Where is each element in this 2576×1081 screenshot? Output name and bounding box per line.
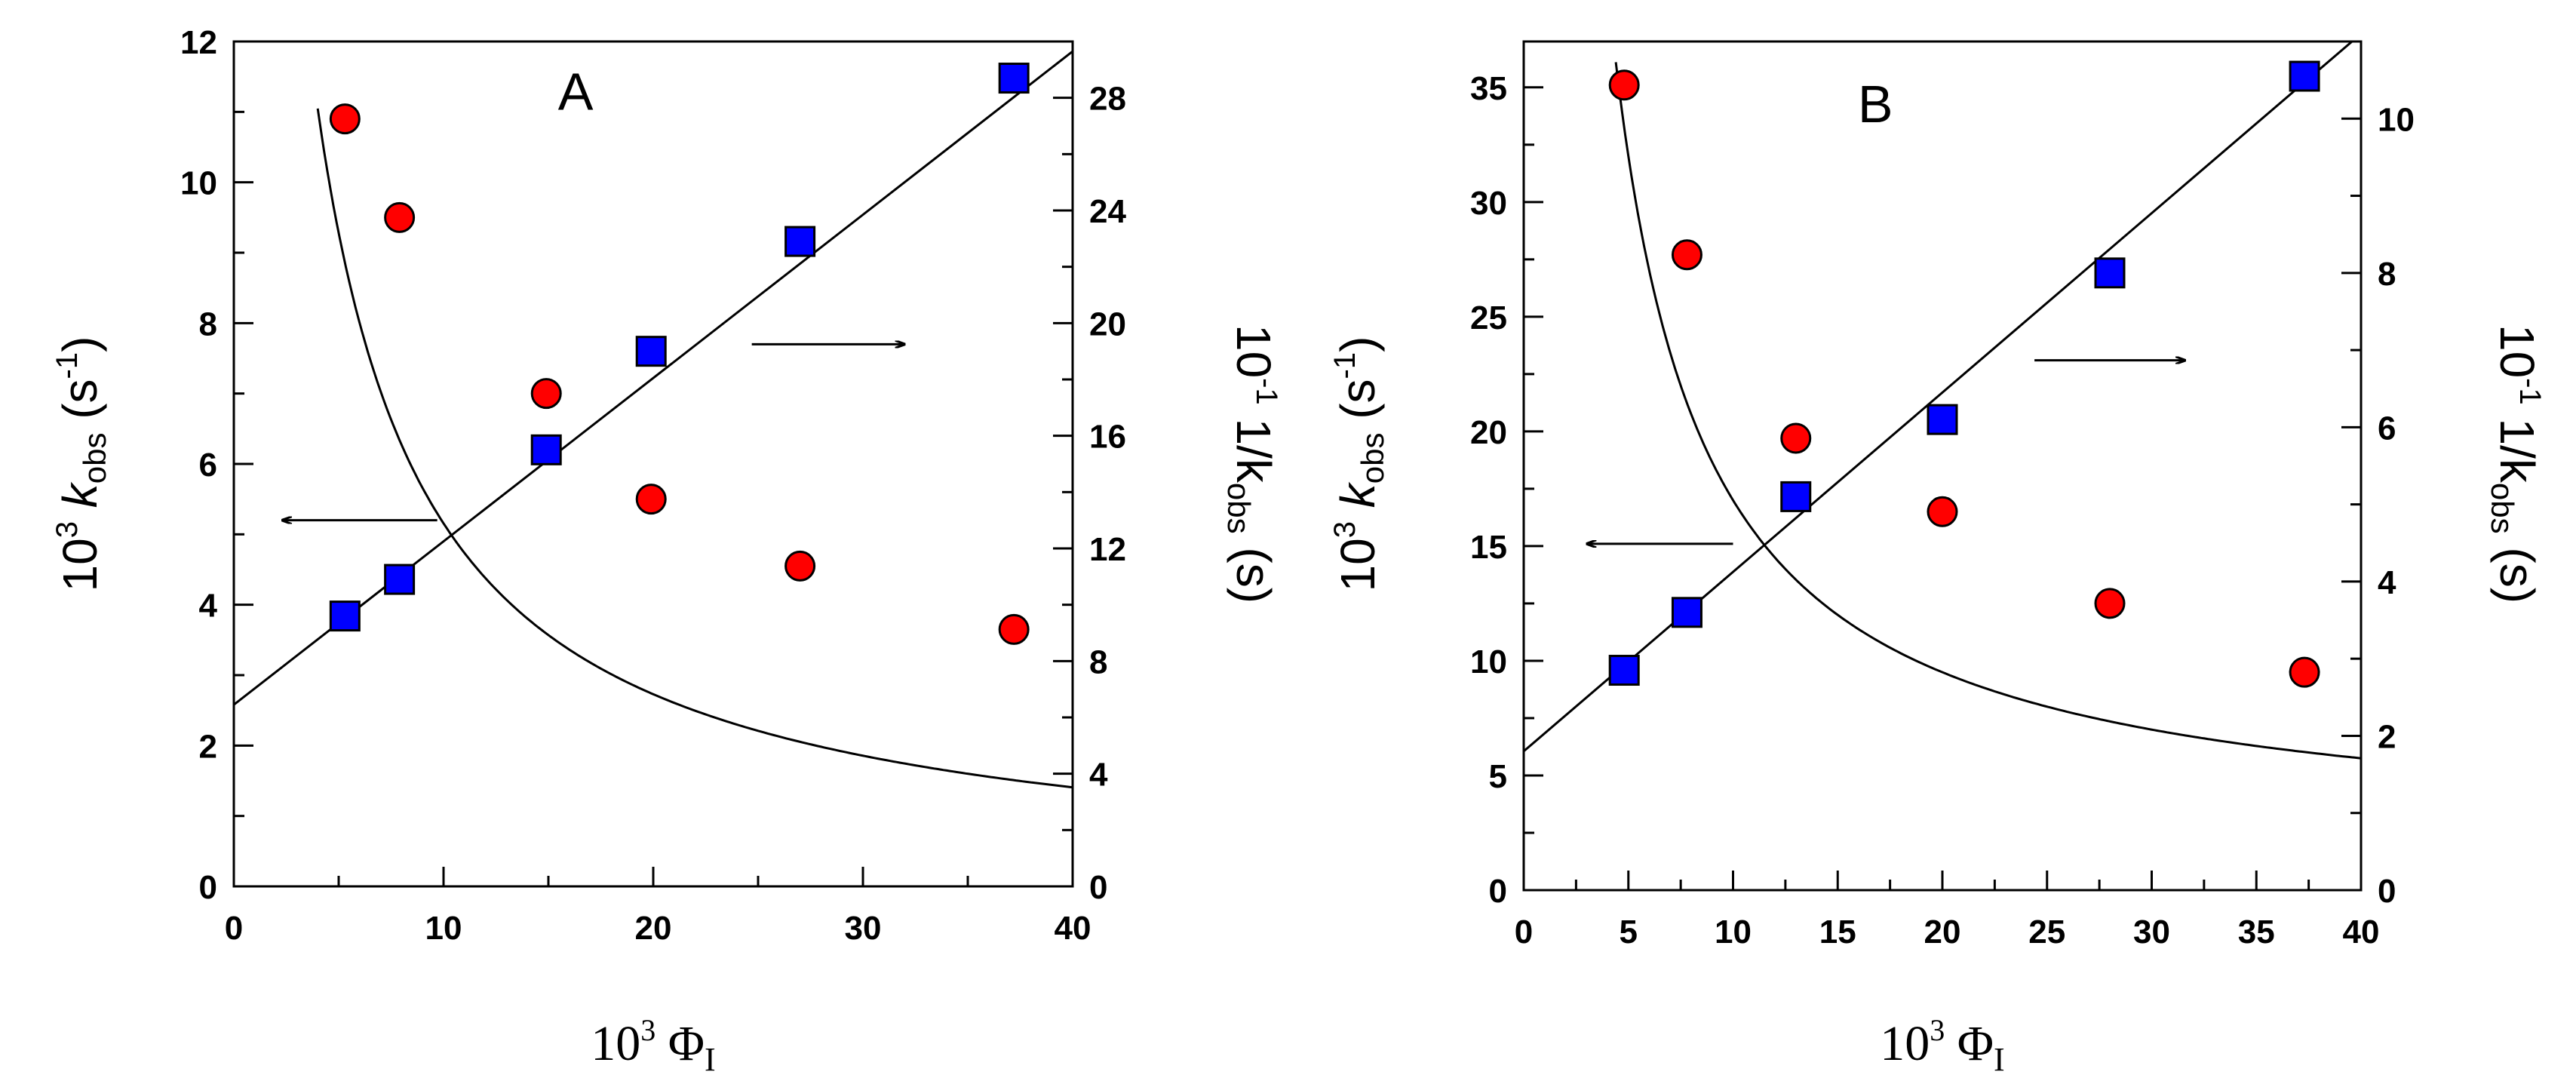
x-tick-label: 20 [635, 910, 672, 947]
data-point-inverse-kobs [1671, 597, 1702, 628]
fit-lines-a [233, 50, 1073, 789]
x-tick-label: 30 [845, 910, 882, 947]
data-point-kobs [998, 613, 1030, 645]
data-point-kobs [635, 484, 667, 515]
panel-label-b: B [1858, 75, 1893, 134]
x-tick-label: 30 [2133, 914, 2170, 950]
y-right-tick-label: 28 [1089, 81, 1126, 118]
x-tick-label: 10 [425, 910, 462, 947]
data-point-inverse-kobs [384, 564, 416, 595]
x-tick-label: 15 [1819, 914, 1856, 950]
y-left-tick-label: 10 [1470, 643, 1507, 680]
x-axis-label-a: 103 ΦI [591, 1013, 715, 1078]
data-point-inverse-kobs [998, 63, 1030, 94]
data-point-kobs [1780, 422, 1812, 454]
y-left-axis-label-a: 103 kobs (s-1) [51, 336, 112, 592]
x-tick-label: 5 [1620, 914, 1638, 950]
data-marks-a [329, 63, 1030, 645]
data-point-inverse-kobs [2094, 257, 2126, 289]
y-left-tick-label: 2 [199, 728, 217, 765]
x-tick-label: 0 [1515, 914, 1533, 950]
arrows-a [282, 344, 905, 520]
data-marks-b [1608, 60, 2320, 688]
y-right-tick-label: 8 [2378, 256, 2396, 293]
fit-curve-kobs [1614, 62, 2362, 760]
y-left-tick-label: 8 [199, 306, 217, 342]
y-left-tick-label: 35 [1470, 70, 1507, 107]
x-tick-label: 35 [2238, 914, 2275, 950]
data-point-inverse-kobs [1927, 404, 1958, 435]
y-left-tick-label: 4 [199, 588, 218, 625]
y-right-tick-label: 6 [2378, 410, 2396, 447]
data-point-kobs [2094, 588, 2126, 619]
fit-curve-kobs [316, 108, 1073, 789]
data-point-kobs [1608, 69, 1640, 101]
y-right-tick-label: 0 [1089, 869, 1107, 906]
x-tick-label: 0 [225, 910, 243, 947]
data-point-inverse-kobs [530, 434, 562, 465]
data-point-kobs [384, 201, 416, 233]
x-tick-label: 20 [1924, 914, 1961, 950]
x-tick-labels-b: 0 5 10 15 20 25 30 35 40 [1515, 914, 2380, 950]
y-right-tick-label: 4 [1089, 757, 1108, 794]
y-left-tick-label: 10 [180, 165, 217, 202]
fit-line-inverse-kobs [1523, 40, 2353, 753]
ticks-b [1522, 40, 2363, 892]
y-left-tick-label: 30 [1470, 185, 1507, 222]
data-point-inverse-kobs [635, 336, 667, 367]
y-left-tick-label: 25 [1470, 299, 1507, 336]
y-right-tick-label: 0 [2378, 873, 2396, 910]
y-left-axis-label-b: 103 kobs (s-1) [1328, 336, 1390, 592]
data-point-inverse-kobs [1780, 481, 1812, 512]
x-axis-label-b: 103 ΦI [1880, 1013, 2004, 1078]
plot-frame-a [232, 40, 1074, 888]
y-left-tick-label: 0 [1489, 873, 1507, 910]
data-point-kobs [784, 550, 816, 582]
data-point-inverse-kobs [329, 600, 361, 632]
fit-line-inverse-kobs [233, 50, 1073, 706]
y-right-tick-label: 4 [2378, 564, 2396, 601]
x-tick-label: 25 [2028, 914, 2065, 950]
data-point-kobs [1927, 496, 1958, 527]
y-left-tick-label: 12 [180, 24, 217, 61]
data-point-kobs [2289, 656, 2320, 688]
y-right-tick-label: 8 [1089, 643, 1107, 680]
y-left-tick-labels-b: 0 5 10 15 20 25 30 35 [1470, 70, 1507, 910]
y-left-tick-label: 0 [199, 869, 217, 906]
x-tick-label: 10 [1715, 914, 1752, 950]
data-point-kobs [1671, 239, 1702, 271]
fit-lines-b [1523, 40, 2362, 760]
y-right-tick-labels-a: 0 4 8 12 16 20 24 28 [1089, 81, 1126, 906]
data-point-inverse-kobs [784, 226, 816, 257]
x-tick-label: 40 [2343, 914, 2380, 950]
data-point-inverse-kobs [1608, 655, 1640, 686]
y-right-axis-label-a: 10-1 1/kobs (s) [1221, 324, 1283, 603]
plot-frame-b [1522, 40, 2363, 892]
y-right-tick-label: 12 [1089, 531, 1126, 568]
y-right-tick-labels-b: 0 2 4 6 8 10 [2378, 101, 2415, 910]
ticks-a [232, 40, 1074, 888]
x-tick-labels-a: 0 10 20 30 40 [225, 910, 1091, 947]
y-right-tick-label: 24 [1089, 193, 1126, 230]
y-left-tick-labels-a: 0 2 4 6 8 10 12 [180, 24, 217, 906]
x-tick-label: 40 [1055, 910, 1091, 947]
y-left-tick-label: 5 [1489, 758, 1507, 795]
data-point-kobs [530, 378, 562, 410]
y-left-tick-label: 20 [1470, 414, 1507, 451]
panel-label-a: A [558, 62, 594, 121]
y-right-tick-label: 2 [2378, 718, 2396, 755]
y-left-tick-label: 15 [1470, 529, 1507, 566]
y-right-axis-label-b: 10-1 1/kobs (s) [2485, 324, 2547, 603]
arrows-b [1586, 361, 2185, 544]
y-left-tick-label: 6 [199, 447, 217, 484]
data-point-kobs [329, 103, 361, 135]
y-right-tick-label: 16 [1089, 419, 1126, 456]
y-right-tick-label: 10 [2378, 101, 2415, 138]
y-right-tick-label: 20 [1089, 306, 1126, 342]
data-point-inverse-kobs [2289, 60, 2320, 92]
